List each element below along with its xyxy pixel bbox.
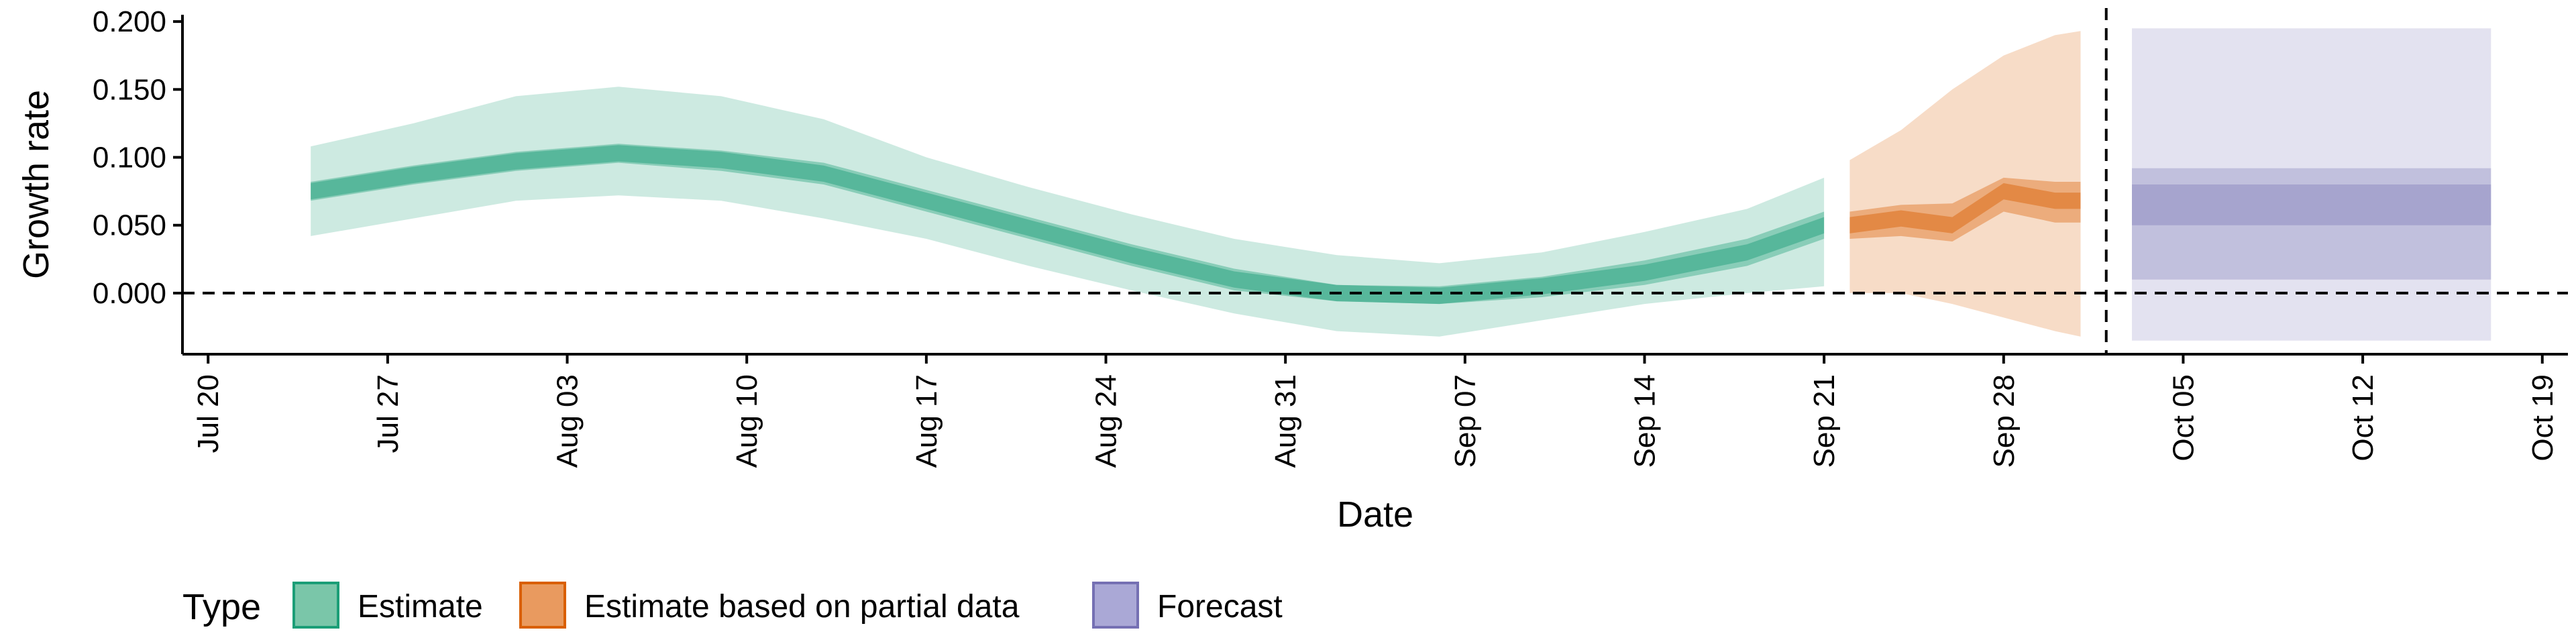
band-90-series-2 [2132, 28, 2491, 341]
band-30-series-2 [2132, 184, 2491, 225]
plot-area [311, 28, 2491, 341]
axes [181, 15, 2568, 356]
x-tick-label: Aug 03 [551, 374, 584, 468]
legend-swatch-2 [1092, 582, 1139, 629]
y-axis-ticks: 0.000 0.050 0.100 0.150 0.200 [93, 5, 182, 310]
x-tick-label: Oct 05 [2167, 374, 2200, 462]
band-90-series-1 [1849, 31, 2081, 337]
legend-title: Type [182, 587, 261, 627]
median-band-series-0 [311, 145, 1825, 305]
y-tick-label: 0.050 [93, 209, 166, 242]
y-tick-label: 0.100 [93, 142, 166, 174]
band-90-series-0 [311, 87, 1825, 337]
x-tick-label: Sep 14 [1628, 374, 1661, 468]
x-tick-label: Oct 12 [2347, 374, 2379, 462]
y-axis-title: Growth rate [16, 90, 56, 279]
band-50-series-1 [1849, 177, 2081, 241]
x-tick-label: Aug 17 [910, 374, 943, 468]
x-axis-title: Date [1337, 494, 1413, 535]
band-50-series-0 [311, 144, 1825, 305]
x-tick-label: Sep 07 [1449, 374, 1482, 468]
legend-label-2: Forecast [1157, 589, 1283, 625]
band-50-series-2 [2132, 168, 2491, 280]
x-tick-label: Jul 20 [192, 374, 225, 453]
x-tick-label: Aug 24 [1090, 374, 1123, 468]
legend-swatch-1 [519, 582, 566, 629]
series-1 [1849, 31, 2081, 337]
legend-swatch-0 [292, 582, 339, 629]
legend: Type Estimate Estimate based on partial d… [182, 582, 1283, 629]
series-0 [311, 87, 1825, 337]
x-tick-label: Oct 19 [2526, 374, 2559, 462]
reference-lines [182, 8, 2568, 354]
median-band-series-1 [1849, 183, 2081, 233]
x-tick-label: Aug 31 [1269, 374, 1302, 468]
legend-label-0: Estimate [358, 589, 483, 625]
legend-label-1: Estimate based on partial data [584, 589, 1020, 625]
y-tick-label: 0.200 [93, 5, 166, 38]
x-axis-ticks: Jul 20 Jul 27 Aug 03 Aug 10 Aug 17 Aug 24 Aug … [192, 354, 2559, 468]
y-tick-label: 0.150 [93, 73, 166, 106]
series-2 [2132, 28, 2491, 341]
x-tick-label: Jul 27 [372, 374, 405, 453]
x-tick-label: Aug 10 [731, 374, 763, 468]
x-tick-label: Sep 28 [1988, 374, 2021, 468]
x-tick-label: Sep 21 [1808, 374, 1841, 468]
y-tick-label: 0.000 [93, 277, 166, 310]
